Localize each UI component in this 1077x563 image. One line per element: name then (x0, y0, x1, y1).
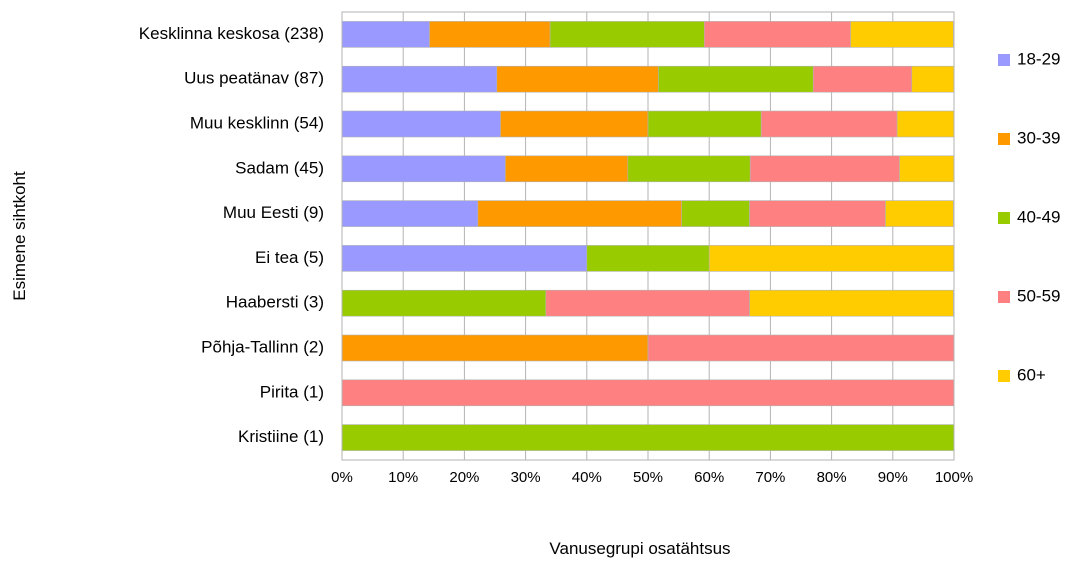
category-label: Sadam (45) (235, 158, 324, 177)
legend-label: 50-59 (1017, 286, 1060, 305)
category-label: Ei tea (5) (255, 248, 324, 267)
bar-segment-50-59 (647, 334, 955, 362)
bar-segment-18-29 (341, 110, 501, 138)
legend-label: 40-49 (1017, 207, 1060, 226)
bar-segment-40-49 (549, 21, 705, 48)
bar-segment-30-39 (341, 334, 649, 362)
bar-segment-60+ (850, 21, 954, 48)
bars (341, 21, 955, 451)
bar-segment-50-59 (545, 289, 750, 317)
bar-segment-40-49 (586, 245, 710, 272)
category-label: Muu Eesti (9) (223, 203, 324, 222)
bar-segment-18-29 (341, 21, 430, 48)
bar-segment-18-29 (341, 155, 506, 183)
bar-segment-60+ (911, 65, 955, 93)
category-label: Kesklinna keskosa (238) (139, 24, 324, 43)
bar-segment-40-49 (658, 65, 814, 93)
bar-segment-40-49 (341, 424, 955, 451)
bar-segment-50-59 (749, 155, 900, 183)
category-label: Haabersti (3) (226, 293, 324, 312)
legend-label: 60+ (1017, 365, 1046, 384)
category-label: Kristiine (1) (238, 427, 324, 446)
bar-segment-50-59 (812, 65, 913, 93)
bar-segment-40-49 (681, 200, 750, 227)
legend-swatch (998, 133, 1010, 145)
legend-label: 18-29 (1017, 49, 1060, 68)
plot-area-frame (341, 11, 955, 461)
x-axis-title: Vanusegrupi osatähtsus (549, 539, 730, 558)
bar-segment-30-39 (477, 200, 682, 227)
bar-segment-50-59 (704, 21, 851, 48)
bar-segment-40-49 (627, 155, 751, 183)
bar-segment-18-29 (341, 245, 588, 272)
bar-segment-40-49 (341, 289, 547, 317)
bar-segment-50-59 (760, 110, 898, 138)
legend: 18-29 30-39 40-49 50-59 60+ (998, 49, 1060, 384)
bar-segment-60+ (896, 110, 955, 138)
category-label: Põhja-Tallinn (2) (201, 337, 324, 356)
x-tick-labels: 0% 10% 20% 30% 40% 50% 60% 70% 80% 90% 100% (331, 469, 973, 486)
legend-swatch (998, 291, 1010, 303)
x-tick-label: 20% (449, 469, 479, 486)
legend-swatch (998, 54, 1010, 66)
bar-segment-30-39 (429, 21, 551, 48)
bar-segment-60+ (899, 155, 955, 183)
x-tick-label: 0% (331, 469, 353, 486)
x-tick-label: 70% (755, 469, 785, 486)
category-label: Pirita (1) (260, 382, 324, 401)
bar-segment-18-29 (341, 65, 498, 93)
bar-segment-30-39 (500, 110, 649, 138)
x-tick-label: 30% (511, 469, 541, 486)
x-tick-label: 10% (388, 469, 418, 486)
bar-segment-30-39 (496, 65, 659, 93)
x-tick-label: 100% (935, 469, 973, 486)
bar-segment-60+ (708, 245, 955, 272)
category-label: Uus peatänav (87) (184, 69, 324, 88)
x-tick-label: 40% (572, 469, 602, 486)
bar-segment-40-49 (647, 110, 762, 138)
bar-segment-18-29 (341, 200, 479, 227)
bar-segment-60+ (885, 200, 954, 227)
x-tick-label: 90% (878, 469, 908, 486)
legend-swatch (998, 370, 1010, 382)
category-labels: Kesklinna keskosa (238) Uus peatänav (87)… (139, 24, 324, 446)
legend-swatch (998, 212, 1010, 224)
x-tick-label: 80% (817, 469, 847, 486)
y-axis-title: Esimene sihtkoht (10, 171, 29, 301)
legend-label: 30-39 (1017, 128, 1060, 147)
bar-segment-50-59 (749, 200, 886, 227)
bar-segment-50-59 (341, 379, 955, 407)
bar-segment-30-39 (505, 155, 629, 183)
x-tick-label: 50% (633, 469, 663, 486)
category-label: Muu kesklinn (54) (190, 113, 324, 132)
x-tick-label: 60% (694, 469, 724, 486)
bar-segment-60+ (749, 289, 954, 317)
